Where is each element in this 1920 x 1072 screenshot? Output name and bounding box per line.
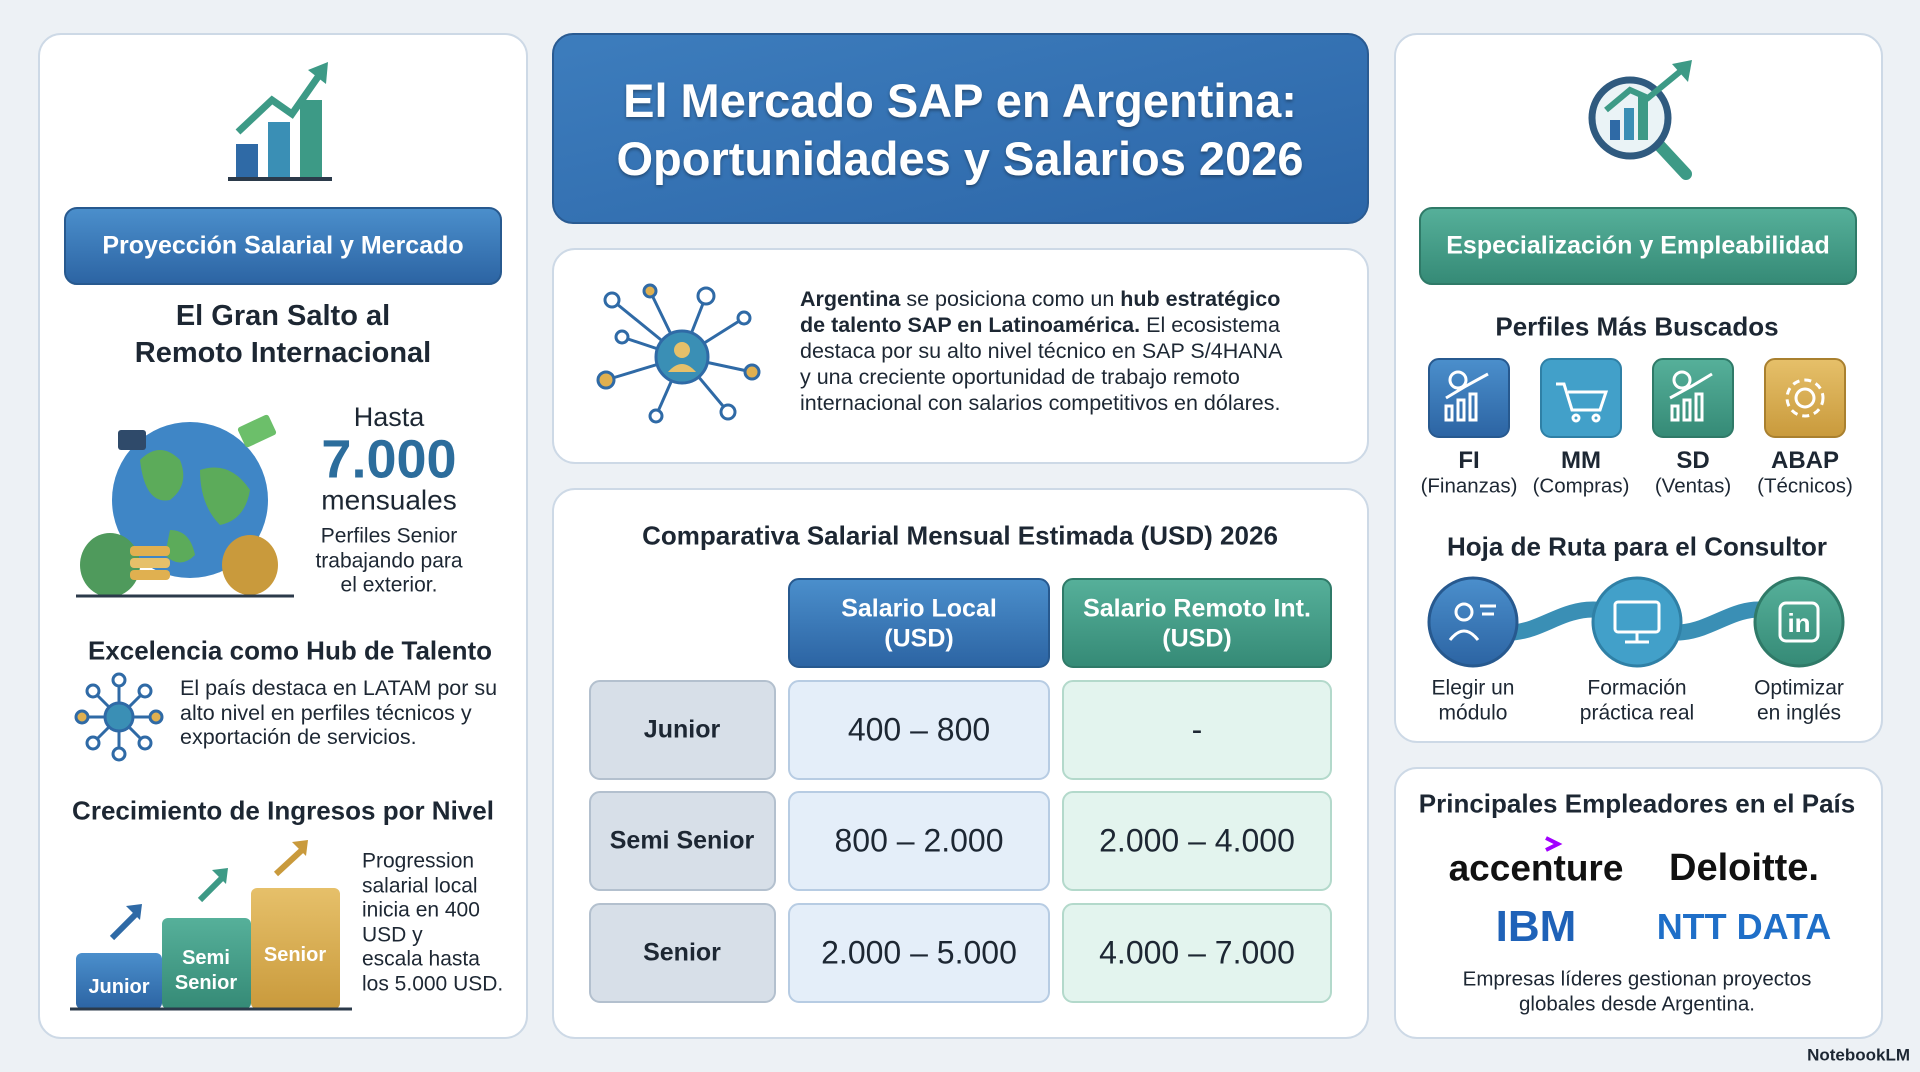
brand: NotebookLM [1807, 1045, 1910, 1065]
heading: Excelencia como Hub de Talento [87, 635, 493, 666]
heading: Hoja de Ruta para el Consultor [1447, 531, 1827, 562]
intro-line: de talento SAP en Latinoamérica. El ecos… [800, 313, 1280, 338]
profile-detail: (Técnicos) [1757, 474, 1853, 498]
heading: Perfiles Más Buscados [1495, 311, 1779, 342]
roadmap-label: en inglés [1756, 700, 1842, 724]
heading: Remoto Internacional [134, 337, 432, 370]
caption: globales desde Argentina. [1519, 992, 1755, 1016]
row-header: Semi Senior [609, 826, 755, 855]
title: Oportunidades y Salarios 2026 [616, 132, 1304, 186]
roadmap-label: Elegir un [1431, 676, 1515, 700]
title: El Mercado SAP en Argentina: [623, 74, 1297, 128]
heading: El Gran Salto al [175, 300, 391, 333]
amount-unit: mensuales [321, 484, 457, 516]
body-text: inicia en 400 [362, 898, 480, 922]
caption: Empresas líderes gestionan proyectos [1462, 967, 1812, 991]
table-cell: 800 – 2.000 [834, 822, 1004, 859]
body-text: los 5.000 USD. [362, 971, 504, 995]
chart-icon [228, 62, 332, 181]
intro-text: destaca por su alto nivel técnico en SAP… [800, 339, 1283, 364]
step-label: Semi [182, 947, 230, 969]
growth-steps [70, 840, 352, 1011]
intro-text: se posiciona como un [900, 287, 1121, 312]
logo: Deloitte. [1669, 847, 1819, 890]
amount: 7.000 [321, 429, 457, 490]
step-label: Senior [263, 944, 327, 966]
step-label: Junior [88, 976, 150, 998]
profile-detail: (Compras) [1532, 474, 1630, 498]
body-text: USD y [362, 922, 423, 946]
column-header: (USD) [884, 624, 954, 653]
profile-name: SD [1676, 446, 1710, 474]
hub-icon [74, 672, 164, 762]
intro-line: Argentina se posiciona como un hub estra… [800, 287, 1281, 312]
intro-text: El ecosistema [1140, 313, 1280, 338]
roadmap-label: práctica real [1579, 700, 1695, 724]
note: el exterior. [340, 573, 438, 597]
profile-detail: (Ventas) [1654, 474, 1732, 498]
column-header: Salario Local [841, 594, 997, 623]
body-text: El país destaca en LATAM por su [180, 676, 498, 701]
profile-name: ABAP [1770, 446, 1840, 474]
globe-illustration [76, 414, 294, 598]
table-cells [589, 578, 1332, 1003]
heading: Crecimiento de Ingresos por Nivel [72, 795, 494, 826]
accenture-mark [1545, 836, 1563, 852]
intro-text: internacional con salarios competitivos … [800, 391, 1281, 416]
table-cell: 400 – 800 [847, 711, 991, 748]
body-text: escala hasta [362, 947, 480, 971]
intro-line: destaca por su alto nivel técnico en SAP… [800, 339, 1283, 364]
roadmap: in [1427, 576, 1845, 668]
row-header: Junior [643, 715, 721, 744]
intro-text: y una creciente oportunidad de trabajo r… [800, 365, 1240, 390]
badge [1419, 207, 1857, 285]
table-cell: - [1191, 711, 1203, 748]
table-cell: 4.000 – 7.000 [1099, 934, 1295, 971]
body-text: exportación de servicios. [180, 725, 417, 750]
intro-line: internacional con salarios competitivos … [800, 391, 1281, 416]
table-cell: 2.000 – 5.000 [821, 934, 1017, 971]
profile-name: FI [1458, 446, 1480, 474]
intro-line: y una creciente oportunidad de trabajo r… [800, 365, 1240, 390]
logo: IBM [1495, 901, 1577, 951]
body-text: Progression [362, 849, 475, 873]
table-title: Comparativa Salarial Mensual Estimada (U… [642, 520, 1278, 551]
roadmap-label: módulo [1438, 700, 1508, 724]
intro-text: Argentina [800, 287, 901, 312]
column-header: Salario Remoto Int. [1083, 594, 1311, 623]
intro-text: hub estratégico [1120, 287, 1281, 312]
badge [64, 207, 502, 285]
svg-text:in: in [1787, 608, 1810, 638]
column-header: (USD) [1162, 624, 1232, 653]
roadmap-label: Formación [1587, 676, 1687, 700]
logo: NTT DATA [1656, 906, 1832, 948]
badge-label: Especialización y Empleabilidad [1446, 231, 1830, 260]
body-text: salarial local [362, 873, 478, 897]
search-icon [1588, 60, 1692, 180]
heading: Principales Empleadores en el País [1418, 788, 1856, 819]
row-header: Senior [643, 938, 721, 967]
note: trabajando para [315, 548, 463, 572]
roadmap-label: Optimizar [1754, 676, 1844, 700]
profile-detail: (Finanzas) [1420, 474, 1518, 498]
table-cell: 2.000 – 4.000 [1099, 822, 1295, 859]
intro-text: de talento SAP en Latinoamérica. [800, 313, 1141, 338]
body-text: alto nivel en perfiles técnicos y [180, 700, 472, 725]
profile-name: MM [1561, 446, 1601, 474]
profile-tiles [1428, 358, 1846, 438]
step-label: Senior [174, 972, 238, 994]
note: Perfiles Senior [320, 524, 458, 548]
logo: accenture [1448, 847, 1624, 889]
badge-label: Proyección Salarial y Mercado [102, 231, 464, 260]
amount-prefix: Hasta [353, 402, 425, 433]
network-icon [596, 283, 761, 424]
